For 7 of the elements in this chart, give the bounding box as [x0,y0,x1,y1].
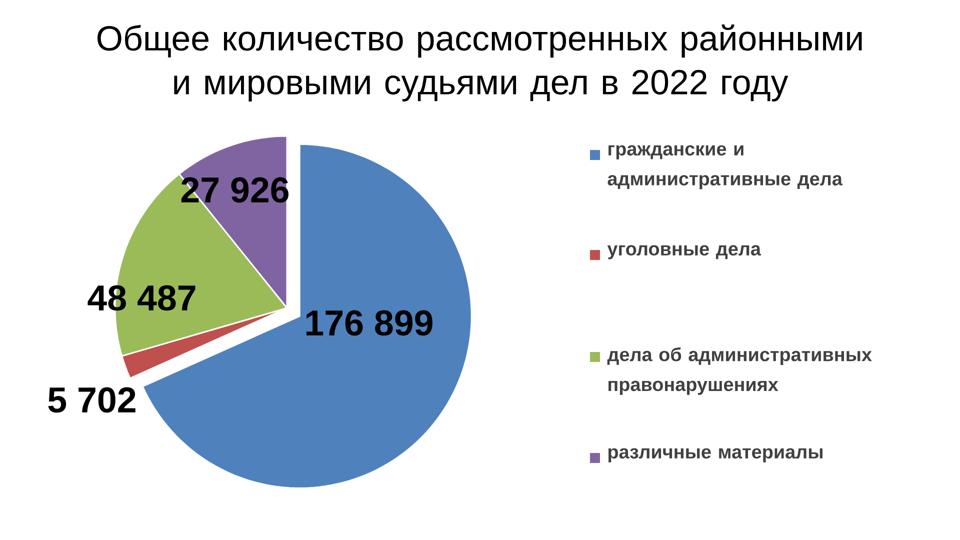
legend-label: различные материалы [608,448,822,462]
data-label: 5 702 [48,387,136,413]
data-label: 176 899 [306,310,432,336]
legend-label: уголовные дела [607,245,762,260]
chart-title: Общее количество рассмотренных районными и мировыми судьями дел в 2022 году [97,24,862,102]
legend-label: гражданские и административные дела [608,145,843,190]
legend-label: дела об административных правонарушениях [607,347,872,395]
